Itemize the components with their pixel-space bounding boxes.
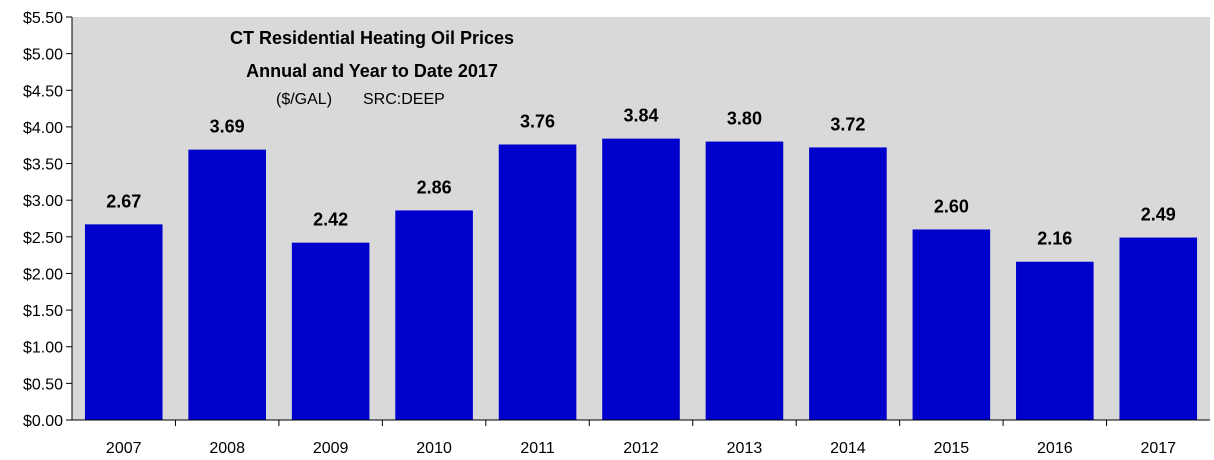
chart-title-line-2: Annual and Year to Date 2017: [246, 61, 498, 81]
data-labels-group: 2.67 3.69 2.42 2.86 3.76 3.84 3.80 3.72 2.60 2.16…: [106, 106, 1176, 249]
bars-group: [84, 138, 1198, 420]
x-tick-label-2012: 2012: [623, 440, 659, 457]
y-tick-label: $4.00: [23, 120, 63, 137]
data-label-2014: 3.72: [830, 114, 865, 134]
bar-2009: [291, 242, 370, 420]
x-tick-label-2007: 2007: [106, 440, 142, 457]
y-axis-ticks: $0.00 $0.50 $1.00 $1.50 $2.00 $2.50 $3.00 $3.50…: [23, 10, 72, 430]
y-tick-label: $2.50: [23, 230, 63, 247]
data-label-2017: 2.49: [1141, 205, 1176, 225]
x-axis-ticks: 2007 2008 2009 2010 2011 2012 2013 2014 2015 2016…: [106, 420, 1176, 457]
y-tick-label: $2.00: [23, 266, 63, 283]
x-tick-label-2010: 2010: [416, 440, 452, 457]
bar-2017: [1119, 237, 1198, 420]
x-tick-label-2009: 2009: [313, 440, 349, 457]
bar-2014: [809, 147, 887, 420]
y-tick-label: $3.00: [23, 193, 63, 210]
x-tick-label-2008: 2008: [209, 440, 245, 457]
data-label-2013: 3.80: [727, 109, 762, 129]
y-tick-label: $0.00: [23, 413, 63, 430]
data-label-2010: 2.86: [417, 177, 452, 197]
data-label-2015: 2.60: [934, 196, 969, 216]
y-tick-label: $4.50: [23, 83, 63, 100]
x-tick-label-2011: 2011: [520, 440, 555, 457]
x-tick-label-2016: 2016: [1037, 440, 1073, 457]
x-tick-label-2014: 2014: [830, 440, 866, 457]
chart-subtitle-source: SRC:DEEP: [363, 91, 445, 108]
x-tick-label-2015: 2015: [934, 440, 970, 457]
data-label-2009: 2.42: [313, 210, 348, 230]
y-tick-label: $5.50: [23, 10, 63, 27]
data-label-2016: 2.16: [1037, 229, 1072, 249]
bar-2010: [395, 210, 473, 420]
data-label-2011: 3.76: [520, 111, 555, 131]
x-tick-label-2017: 2017: [1140, 440, 1176, 457]
bar-2015: [912, 229, 991, 420]
bar-2011: [498, 144, 577, 420]
y-tick-label: $1.00: [23, 340, 63, 357]
y-tick-label: $1.50: [23, 303, 63, 320]
chart-title: CT Residential Heating Oil Prices Annual…: [230, 28, 514, 108]
bar-2007: [84, 224, 163, 420]
y-tick-label: $0.50: [23, 376, 63, 393]
bar-2012: [602, 138, 680, 420]
y-tick-label: $5.00: [23, 47, 63, 64]
data-label-2012: 3.84: [623, 106, 658, 126]
data-label-2008: 3.69: [210, 117, 245, 137]
y-tick-label: $3.50: [23, 157, 63, 174]
bar-2013: [705, 141, 784, 420]
bar-2016: [1016, 261, 1094, 420]
x-tick-label-2013: 2013: [727, 440, 763, 457]
data-label-2007: 2.67: [106, 191, 141, 211]
chart-subtitle-unit: ($/GAL): [276, 91, 332, 108]
bar-2008: [188, 149, 266, 420]
chart-title-line-1: CT Residential Heating Oil Prices: [230, 28, 514, 48]
